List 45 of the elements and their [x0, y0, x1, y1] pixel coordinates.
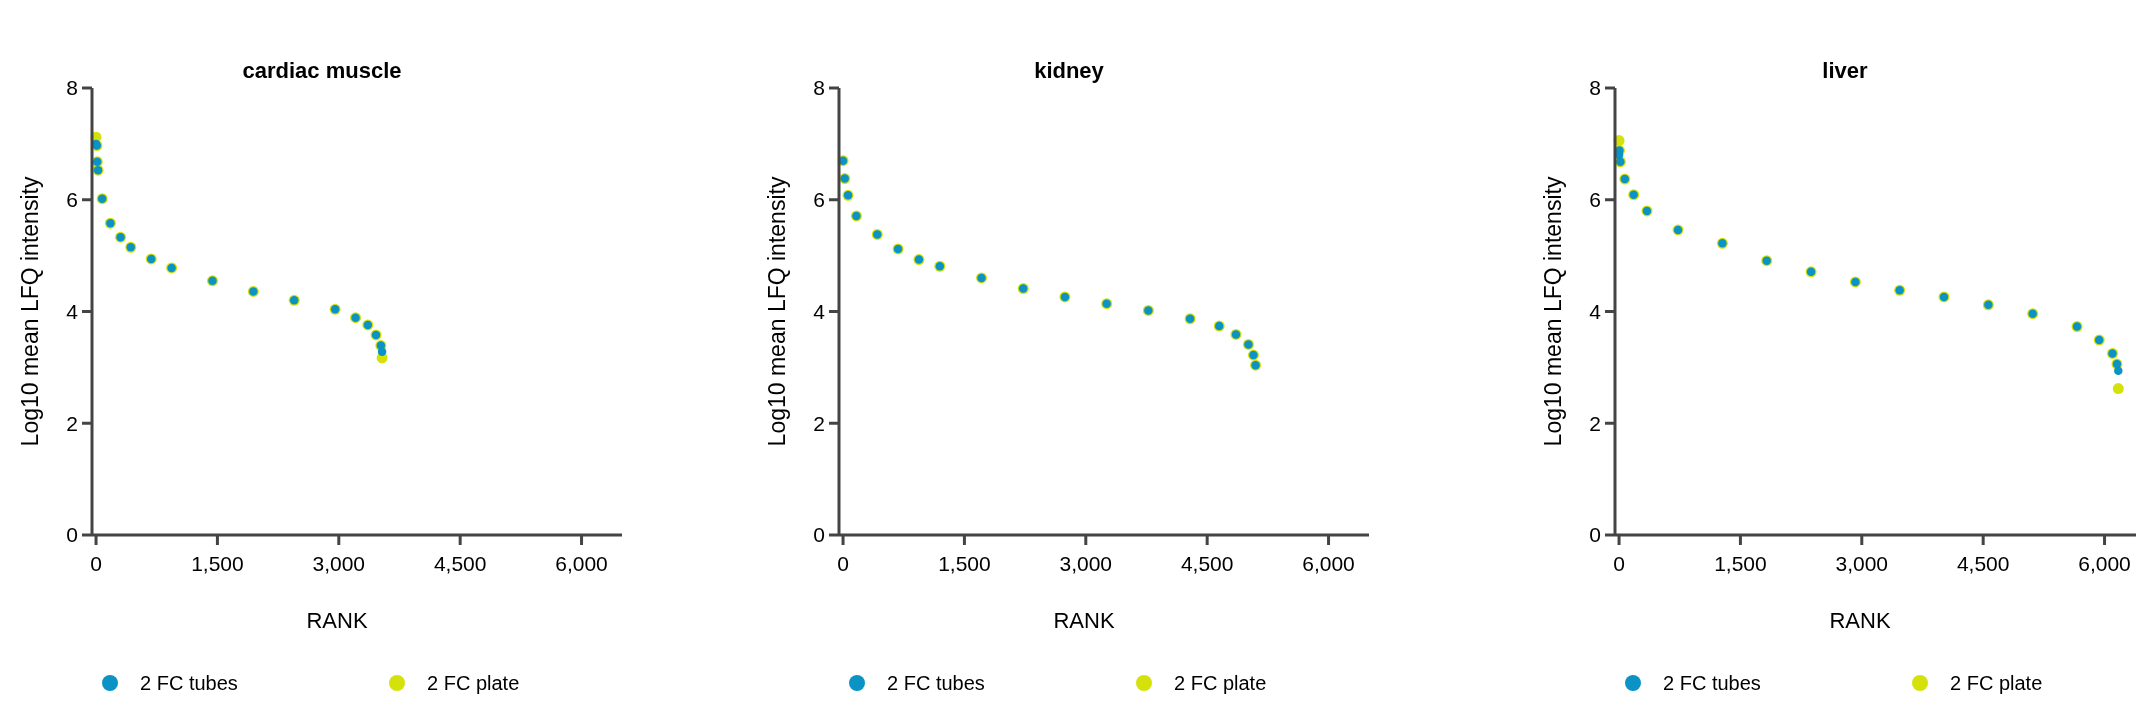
x-tick-label: 0 [837, 552, 849, 575]
x-tick-label: 3,000 [1835, 552, 1889, 575]
y-tick-label: 2 [66, 411, 78, 435]
x-tick-label: 1,500 [1714, 552, 1767, 575]
x-axis-title: RANK [306, 608, 368, 633]
y-axis-title: Log10 mean LFQ intensity [17, 176, 43, 447]
y-tick-label: 4 [1589, 299, 1602, 323]
y-tick-label: 0 [66, 523, 78, 547]
legend-label: 2 FC plate [1174, 672, 1267, 694]
y-tick-label: 6 [813, 188, 825, 212]
chart-title: cardiac muscle [242, 58, 402, 83]
x-tick-label: 0 [90, 552, 102, 575]
chart-title: liver [1822, 58, 1869, 83]
y-tick-label: 0 [813, 523, 825, 547]
legend-label: 2 FC tubes [140, 672, 238, 694]
x-tick-label: 4,500 [1180, 552, 1234, 575]
y-tick-label: 2 [1589, 411, 1601, 435]
x-tick-label: 1,500 [191, 552, 244, 575]
y-tick-label: 2 [813, 411, 825, 435]
y-axis-title: Log10 mean LFQ intensity [764, 176, 790, 447]
x-tick-label: 3,000 [312, 552, 366, 575]
y-tick-label: 8 [813, 76, 825, 100]
y-axis-title: Log10 mean LFQ intensity [1540, 176, 1566, 447]
x-tick-label: 6,000 [1302, 552, 1355, 575]
chart-title: kidney [1034, 58, 1105, 83]
x-tick-label: 4,500 [1956, 552, 2010, 575]
x-tick-label: 4,500 [433, 552, 487, 575]
y-tick-label: 6 [66, 188, 78, 212]
x-tick-label: 6,000 [555, 552, 608, 575]
legend-label: 2 FC plate [1950, 672, 2043, 694]
legend-label: 2 FC tubes [887, 672, 985, 694]
y-tick-label: 8 [66, 76, 78, 100]
x-axis-title: RANK [1829, 608, 1891, 633]
x-tick-label: 0 [1613, 552, 1625, 575]
legend-label: 2 FC plate [427, 672, 520, 694]
x-tick-label: 6,000 [2078, 552, 2131, 575]
y-tick-label: 6 [1589, 188, 1601, 212]
y-tick-label: 4 [813, 299, 826, 323]
y-tick-label: 8 [1589, 76, 1601, 100]
y-tick-label: 0 [1589, 523, 1601, 547]
legend-label: 2 FC tubes [1663, 672, 1761, 694]
x-tick-label: 3,000 [1059, 552, 1113, 575]
x-axis-title: RANK [1053, 608, 1115, 633]
y-tick-label: 4 [66, 299, 79, 323]
x-tick-label: 1,500 [938, 552, 991, 575]
